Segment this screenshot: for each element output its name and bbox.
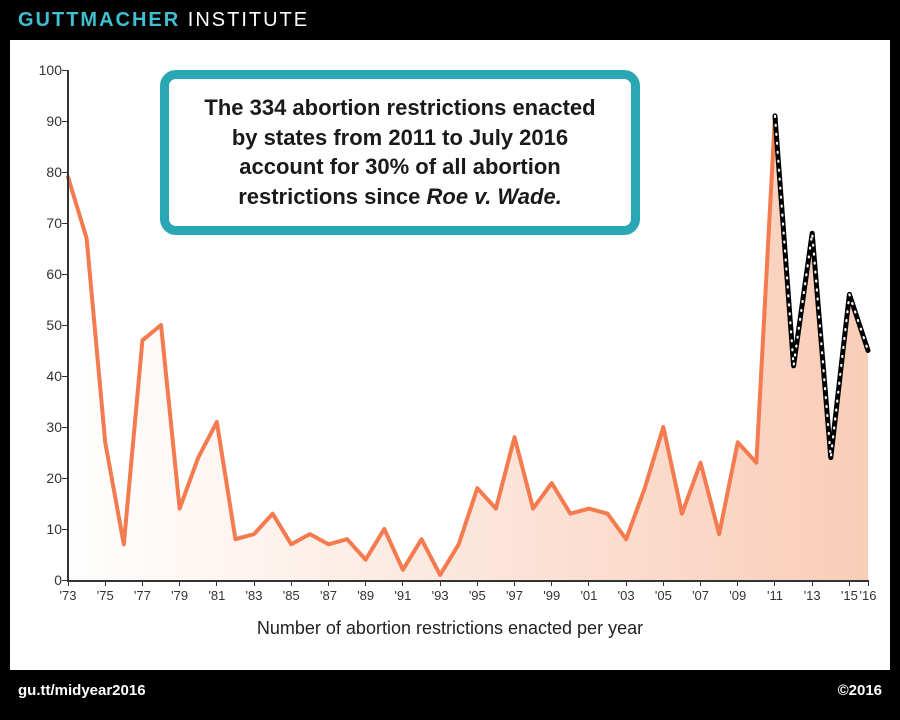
y-tick-label: 80 xyxy=(28,164,62,180)
x-tick-label: '89 xyxy=(357,588,374,603)
y-tick-label: 10 xyxy=(28,521,62,537)
y-tick-mark xyxy=(62,274,68,275)
x-tick-mark xyxy=(551,580,552,586)
x-tick-mark xyxy=(588,580,589,586)
x-tick-label: '05 xyxy=(655,588,672,603)
y-tick-mark xyxy=(62,376,68,377)
x-tick-label: '77 xyxy=(134,588,151,603)
x-tick-mark xyxy=(700,580,701,586)
brand-logo: GUTTMACHER INSTITUTE xyxy=(18,9,309,32)
x-tick-label: '03 xyxy=(618,588,635,603)
y-tick-mark xyxy=(62,427,68,428)
x-tick-mark xyxy=(105,580,106,586)
y-tick-mark xyxy=(62,529,68,530)
x-tick-mark xyxy=(477,580,478,586)
x-tick-mark xyxy=(254,580,255,586)
y-tick-label: 30 xyxy=(28,419,62,435)
x-tick-label: '85 xyxy=(283,588,300,603)
x-tick-label: '83 xyxy=(246,588,263,603)
chart-panel: 0 10 20 30 40 50 60 70 80 90 100 '73 '75 '77 '79 '81 '83… xyxy=(10,40,890,670)
x-tick-mark xyxy=(868,580,869,586)
y-tick-label: 60 xyxy=(28,266,62,282)
y-tick-label: 90 xyxy=(28,113,62,129)
y-tick-mark xyxy=(62,121,68,122)
footer-copyright: ©2016 xyxy=(838,682,882,699)
x-tick-label: '01 xyxy=(580,588,597,603)
x-tick-label: '09 xyxy=(729,588,746,603)
x-tick-label: '11 xyxy=(767,588,783,603)
footer-url: gu.tt/midyear2016 xyxy=(18,682,146,699)
x-tick-mark xyxy=(737,580,738,586)
x-tick-label: '87 xyxy=(320,588,337,603)
y-tick-label: 0 xyxy=(28,572,62,588)
y-tick-mark xyxy=(62,172,68,173)
y-tick-label: 70 xyxy=(28,215,62,231)
y-tick-label: 50 xyxy=(28,317,62,333)
x-tick-mark xyxy=(663,580,664,586)
y-tick-label: 40 xyxy=(28,368,62,384)
x-tick-mark xyxy=(142,580,143,586)
y-tick-mark xyxy=(62,70,68,71)
brand-part-2: INSTITUTE xyxy=(180,9,309,31)
x-tick-mark xyxy=(812,580,813,586)
y-tick-mark xyxy=(62,478,68,479)
x-tick-label: '07 xyxy=(692,588,709,603)
x-tick-mark xyxy=(68,580,69,586)
x-tick-label: '93 xyxy=(432,588,449,603)
x-tick-label: '81 xyxy=(208,588,225,603)
y-tick-label: 20 xyxy=(28,470,62,486)
x-tick-label: '79 xyxy=(171,588,188,603)
brand-part-1: GUTTMACHER xyxy=(18,9,180,31)
x-tick-mark xyxy=(774,580,775,586)
x-tick-label: '13 xyxy=(804,588,821,603)
y-tick-label: 100 xyxy=(28,62,62,78)
x-tick-mark xyxy=(626,580,627,586)
x-tick-label: '91 xyxy=(394,588,411,603)
x-tick-mark xyxy=(365,580,366,586)
x-tick-mark xyxy=(849,580,850,586)
x-tick-mark xyxy=(440,580,441,586)
x-tick-mark xyxy=(514,580,515,586)
x-tick-mark xyxy=(402,580,403,586)
x-tick-label: '75 xyxy=(97,588,114,603)
x-tick-label: '95 xyxy=(469,588,486,603)
x-tick-label: '97 xyxy=(506,588,523,603)
x-tick-label: '99 xyxy=(543,588,560,603)
header-bar: GUTTMACHER INSTITUTE xyxy=(0,0,900,40)
x-axis-line xyxy=(67,580,869,582)
x-tick-label: '73 xyxy=(60,588,77,603)
x-tick-mark xyxy=(179,580,180,586)
x-tick-mark xyxy=(216,580,217,586)
x-tick-mark xyxy=(291,580,292,586)
x-tick-mark xyxy=(328,580,329,586)
x-axis-title: Number of abortion restrictions enacted … xyxy=(10,618,890,639)
y-tick-mark xyxy=(62,325,68,326)
callout-box: The 334 abortion restrictions enactedby … xyxy=(160,70,640,235)
x-tick-label: '16 xyxy=(860,588,877,603)
x-tick-label: '15 xyxy=(841,588,858,603)
y-tick-mark xyxy=(62,223,68,224)
footer-bar: gu.tt/midyear2016 ©2016 xyxy=(0,670,900,710)
